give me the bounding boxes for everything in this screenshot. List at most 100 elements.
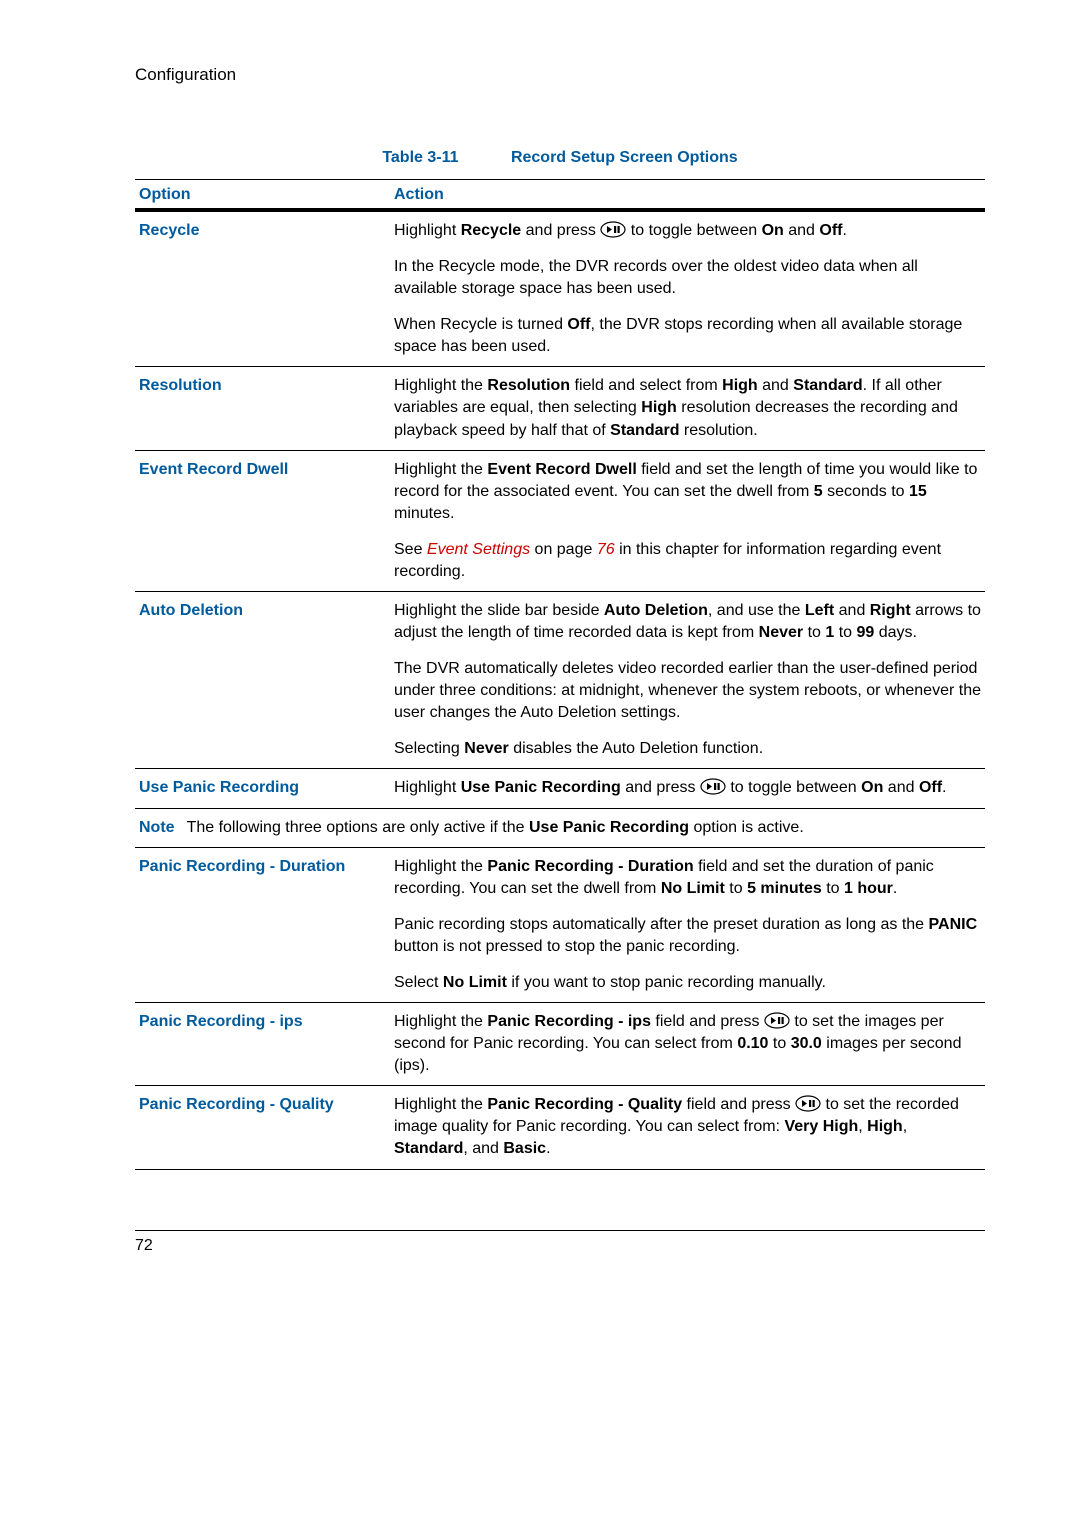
text: to — [725, 880, 747, 897]
text: 15 — [909, 483, 927, 500]
text: Use Panic Recording — [529, 819, 689, 836]
action-cell-event-record-dwell: Highlight the Event Record Dwell field a… — [394, 459, 985, 583]
table-number: Table 3-11 — [382, 149, 458, 167]
action-cell-panic-recording-ips: Highlight the Panic Recording - ips fiel… — [394, 1011, 985, 1077]
text: Event Record Dwell — [487, 461, 636, 478]
option-label-event-record-dwell: Event Record Dwell — [139, 461, 288, 478]
table-row: Panic Recording - ips Highlight the Pani… — [135, 1003, 985, 1086]
footer: 72 — [135, 1230, 985, 1255]
text: disables the Auto Deletion function. — [509, 740, 763, 757]
text: Never — [759, 624, 803, 641]
option-label-panic-recording-ips: Panic Recording - ips — [139, 1013, 303, 1030]
text: to — [834, 624, 856, 641]
text: Highlight the — [394, 1013, 487, 1030]
text: Very High — [784, 1118, 858, 1135]
text: and — [834, 602, 870, 619]
text: Panic Recording - ips — [487, 1013, 651, 1030]
note-row: Note The following three options are only… — [135, 809, 985, 848]
text: field and select from — [570, 377, 722, 394]
action-cell-auto-deletion: Highlight the slide bar beside Auto Dele… — [394, 600, 985, 760]
text: Auto Deletion — [604, 602, 708, 619]
text: field and press — [682, 1096, 795, 1113]
link-event-settings[interactable]: Event Settings — [427, 541, 530, 558]
text: Highlight the — [394, 1096, 487, 1113]
text: Highlight the — [394, 461, 487, 478]
text: High — [722, 377, 758, 394]
link-page-76[interactable]: 76 — [597, 541, 615, 558]
text: 30.0 — [791, 1035, 822, 1052]
text: , — [858, 1118, 867, 1135]
text: , and — [463, 1140, 503, 1157]
play-pause-icon — [764, 1012, 790, 1029]
text: 5 — [814, 483, 823, 500]
table-row: Resolution Highlight the Resolution fiel… — [135, 367, 985, 450]
table-row: Auto Deletion Highlight the slide bar be… — [135, 592, 985, 769]
table-row: Panic Recording - Quality Highlight the … — [135, 1086, 985, 1169]
text: Highlight — [394, 222, 461, 239]
text: if you want to stop panic recording manu… — [507, 974, 826, 991]
text: and — [758, 377, 794, 394]
text: and — [883, 779, 919, 796]
text: . — [546, 1140, 550, 1157]
page-number: 72 — [135, 1237, 153, 1254]
text: and — [784, 222, 820, 239]
table-row: Panic Recording - Duration Highlight the… — [135, 848, 985, 1003]
text: Off — [819, 222, 842, 239]
text: High — [641, 399, 677, 416]
text: Left — [805, 602, 834, 619]
table-row: Recycle Highlight Recycle and press to t… — [135, 212, 985, 367]
option-label-recycle: Recycle — [139, 222, 200, 239]
text: Standard — [793, 377, 862, 394]
option-label-panic-recording-duration: Panic Recording - Duration — [139, 858, 345, 875]
text: to — [822, 880, 844, 897]
text: PANIC — [929, 916, 978, 933]
text: Panic Recording - Quality — [487, 1096, 682, 1113]
text: Recycle — [461, 222, 522, 239]
text: to toggle between — [726, 779, 861, 796]
text: 0.10 — [737, 1035, 768, 1052]
option-label-panic-recording-quality: Panic Recording - Quality — [139, 1096, 334, 1113]
note-label: Note — [139, 819, 175, 836]
text: field and press — [651, 1013, 764, 1030]
text: option is active. — [689, 819, 804, 836]
text: resolution. — [679, 422, 757, 439]
text: and press — [521, 222, 600, 239]
text: Off — [919, 779, 942, 796]
text: The following three options are only act… — [187, 819, 529, 836]
play-pause-icon — [795, 1095, 821, 1112]
text: Never — [464, 740, 508, 757]
text: 1 hour — [844, 880, 893, 897]
text: days. — [874, 624, 917, 641]
text: Basic — [503, 1140, 546, 1157]
text: Use Panic Recording — [461, 779, 621, 796]
action-cell-panic-recording-quality: Highlight the Panic Recording - Quality … — [394, 1094, 985, 1160]
text: When Recycle is turned — [394, 316, 567, 333]
text: Panic Recording - Duration — [487, 858, 693, 875]
text: and press — [621, 779, 700, 796]
table-title: Record Setup Screen Options — [511, 149, 738, 167]
text: The DVR automatically deletes video reco… — [394, 658, 985, 724]
text: button is not pressed to stop the panic … — [394, 938, 740, 955]
document-page: Configuration Table 3-11 Record Setup Sc… — [0, 0, 1080, 1526]
text: 99 — [857, 624, 875, 641]
option-label-resolution: Resolution — [139, 377, 222, 394]
text: 1 — [825, 624, 834, 641]
table-row: Event Record Dwell Highlight the Event R… — [135, 451, 985, 592]
text: Resolution — [487, 377, 570, 394]
action-cell-use-panic-recording: Highlight Use Panic Recording and press … — [394, 777, 985, 799]
action-cell-resolution: Highlight the Resolution field and selec… — [394, 375, 985, 441]
text: on page — [530, 541, 597, 558]
text: Select — [394, 974, 443, 991]
option-label-auto-deletion: Auto Deletion — [139, 602, 243, 619]
text: to — [768, 1035, 790, 1052]
page-header: Configuration — [135, 65, 985, 85]
action-cell-recycle: Highlight Recycle and press to toggle be… — [394, 220, 985, 358]
text: Off — [567, 316, 590, 333]
text: Highlight — [394, 779, 461, 796]
text: 5 minutes — [747, 880, 822, 897]
text: . — [893, 880, 897, 897]
text: On — [861, 779, 883, 796]
column-header-row: Option Action — [135, 179, 985, 212]
text: Highlight the — [394, 377, 487, 394]
text: , — [903, 1118, 907, 1135]
